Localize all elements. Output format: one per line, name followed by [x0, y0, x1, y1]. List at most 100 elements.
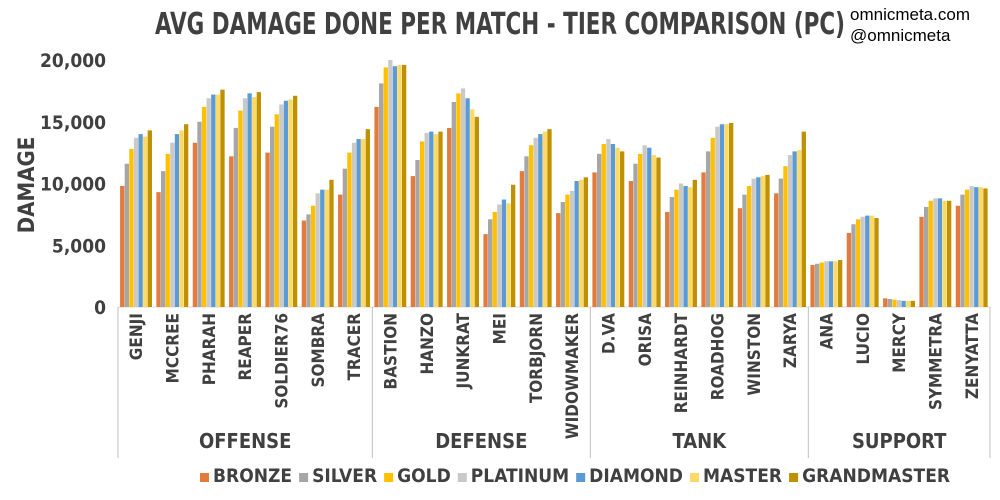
bar-silver-mercy	[887, 298, 892, 307]
bar-platinum-dva	[606, 139, 611, 307]
bar-gold-lucio	[855, 219, 861, 307]
bar-bronze-hanzo	[410, 176, 416, 307]
bar-silver-lucio	[851, 224, 856, 307]
x-category-label: LUCIO	[854, 313, 874, 364]
x-category-label: ZARYA	[781, 313, 801, 368]
bar-grandmaster-bastion	[402, 64, 407, 307]
x-category-label: ZENYATTA	[963, 313, 983, 399]
bar-diamond-sombra	[320, 189, 325, 307]
y-tick-label: 20,000	[40, 50, 106, 72]
bar-master-tracer	[361, 139, 366, 307]
bar-diamond-junkrat	[465, 98, 470, 307]
bar-diamond-reinhardt	[683, 185, 688, 307]
legend-label-diamond: DIAMOND	[589, 465, 683, 487]
bar-gold-reaper	[238, 110, 243, 307]
x-category-label: ANA	[818, 313, 838, 350]
bar-bronze-bastion	[374, 106, 379, 308]
bar-platinum-winston	[751, 178, 756, 307]
bar-gold-tracer	[347, 152, 352, 308]
legend-swatch-grandmaster	[789, 473, 799, 482]
bar-silver-torbjorn	[524, 156, 529, 307]
bar-grandmaster-dva	[620, 151, 625, 307]
group-labels-layer: OFFENSE DEFENSE TANK SUPPORT	[117, 307, 991, 458]
bar-diamond-winston	[756, 177, 761, 307]
bar-bronze-ana	[810, 265, 815, 307]
bar-diamond-zarya	[792, 151, 797, 307]
bar-grandmaster-winston	[765, 174, 770, 307]
bar-silver-ana	[815, 263, 820, 307]
bar-grandmaster-symmetra	[947, 200, 952, 307]
bar-diamond-genji	[138, 134, 143, 307]
bar-gold-winston	[746, 185, 752, 307]
bar-grandmaster-ana	[838, 260, 843, 307]
bar-grandmaster-sombra	[329, 179, 334, 307]
bar-grandmaster-genji	[147, 130, 152, 307]
bar-diamond-symmetra	[937, 198, 943, 307]
bar-platinum-tracer	[351, 142, 357, 307]
bar-bronze-reinhardt	[665, 211, 670, 307]
bar-gold-symmetra	[928, 200, 933, 307]
bar-master-torbjorn	[542, 131, 548, 307]
chart-title: AVG DAMAGE DONE PER MATCH - TIER COMPARI…	[155, 7, 845, 42]
y-tick-label: 5,000	[52, 235, 106, 257]
bar-master-mccree	[179, 130, 184, 307]
bar-silver-orisa	[633, 163, 638, 307]
bar-master-hanzo	[433, 134, 439, 307]
bar-bronze-symmetra	[919, 216, 924, 307]
bar-master-genji	[143, 136, 148, 307]
bar-grandmaster-widowmaker	[583, 177, 588, 307]
x-category-label: REINHARDT	[672, 312, 692, 413]
legend-swatch-platinum	[457, 473, 467, 482]
x-category-label: PHARAH	[200, 313, 220, 385]
bar-gold-dva	[601, 143, 606, 307]
x-category-label: ROADHOG	[709, 313, 729, 400]
group-label-tank: TANK	[672, 429, 727, 453]
bar-master-zarya	[797, 150, 802, 307]
bar-bronze-torbjorn	[519, 171, 525, 307]
bar-platinum-zarya	[787, 155, 793, 307]
x-category-label: JUNKRAT	[454, 312, 474, 389]
x-category-label: MEI	[491, 313, 511, 344]
bar-master-mercy	[906, 300, 911, 307]
legend-swatch-diamond	[576, 473, 586, 482]
bar-master-reaper	[252, 97, 257, 307]
bar-platinum-lucio	[860, 216, 865, 307]
group-label-defense: DEFENSE	[435, 429, 527, 453]
bar-gold-orisa	[637, 153, 643, 307]
bar-grandmaster-pharah	[220, 89, 225, 307]
bar-bronze-reaper	[229, 156, 234, 307]
bar-platinum-pharah	[206, 98, 211, 307]
x-category-label: WINSTON	[745, 313, 765, 396]
legend-swatch-bronze	[200, 473, 209, 482]
bar-platinum-orisa	[642, 145, 647, 307]
bar-gold-pharah	[201, 106, 207, 308]
bar-gold-torbjorn	[528, 145, 534, 307]
bar-bronze-pharah	[192, 142, 198, 307]
bar-gold-junkrat	[456, 93, 461, 307]
bar-silver-zarya	[778, 178, 783, 307]
bar-bronze-mccree	[156, 192, 161, 307]
bar-platinum-soldier76	[279, 104, 284, 308]
bar-silver-symmetra	[924, 206, 929, 307]
x-category-label: BASTION	[382, 313, 402, 389]
bar-grandmaster-reaper	[256, 92, 261, 307]
bar-platinum-torbjorn	[533, 137, 538, 307]
bar-grandmaster-mei	[511, 184, 516, 307]
bar-grandmaster-mccree	[184, 124, 189, 307]
bar-silver-soldier76	[270, 126, 275, 307]
bar-silver-genji	[124, 163, 129, 307]
x-category-label: WIDOWMAKER	[563, 313, 583, 440]
bar-diamond-lucio	[865, 215, 870, 307]
bar-platinum-roadhog	[715, 126, 720, 307]
bar-gold-ana	[819, 262, 824, 307]
bar-diamond-orisa	[647, 147, 652, 307]
bar-grandmaster-reinhardt	[692, 179, 697, 307]
legend: BRONZE SILVER GOLD PLATINUM DIAMOND MASTER GRA…	[200, 465, 950, 487]
bar-diamond-ana	[828, 261, 834, 307]
bar-platinum-mercy	[896, 300, 902, 307]
bar-grandmaster-soldier76	[293, 95, 298, 307]
bar-bronze-sombra	[301, 220, 307, 307]
group-label-support: SUPPORT	[852, 429, 947, 453]
legend-label-master: MASTER	[703, 465, 782, 487]
bar-platinum-mccree	[170, 142, 175, 307]
